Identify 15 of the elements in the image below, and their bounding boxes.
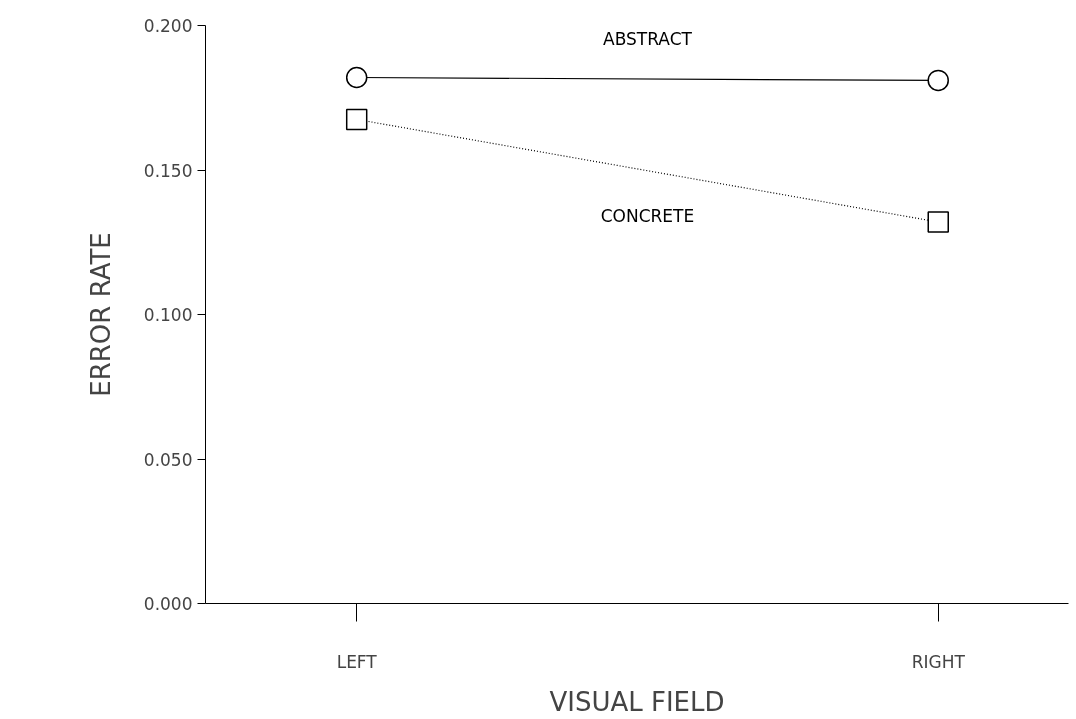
y-tick-label: 0.150 xyxy=(143,160,193,181)
y-tick-label: 0.050 xyxy=(143,449,193,470)
series-label: ABSTRACT xyxy=(603,28,693,49)
x-tick-label: RIGHT xyxy=(911,651,966,672)
point xyxy=(927,69,949,92)
y-tick-label: 0.000 xyxy=(143,594,193,614)
y-tick-label: 0.200 xyxy=(143,16,193,36)
series-label: CONCRETE xyxy=(600,205,695,226)
point xyxy=(345,108,368,131)
point xyxy=(927,211,949,233)
point xyxy=(345,66,368,89)
x-axis-title: VISUAL FIELD xyxy=(549,686,725,717)
y-axis-title: ERROR RATE xyxy=(85,232,116,397)
y-tick-label: 0.100 xyxy=(143,305,193,325)
x-tick-label: LEFT xyxy=(336,651,378,672)
